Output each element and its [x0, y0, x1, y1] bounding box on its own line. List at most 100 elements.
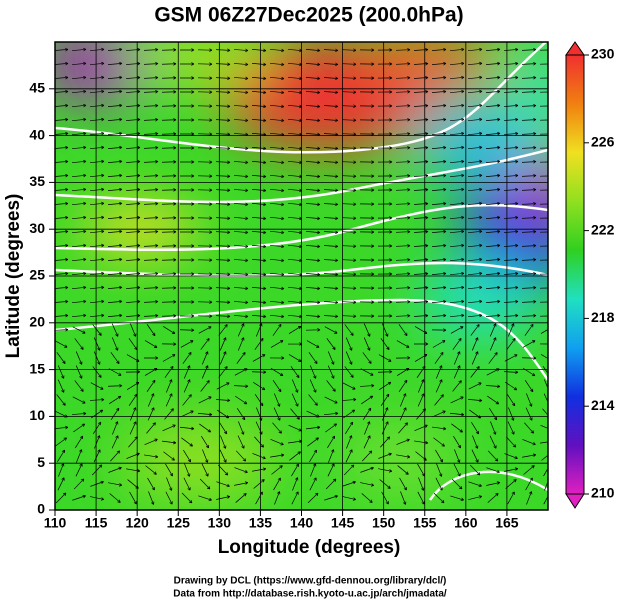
- y-tick-label: 0: [37, 501, 45, 517]
- wind-arrow: [233, 174, 249, 179]
- wind-arrow: [431, 215, 447, 220]
- wind-arrow: [436, 463, 443, 477]
- wind-arrow: [110, 450, 121, 462]
- wind-arrow: [233, 230, 249, 235]
- wind-arrow: [125, 243, 141, 248]
- wind-arrow: [251, 202, 267, 207]
- wind-arrow: [508, 407, 515, 421]
- wind-arrow: [468, 173, 483, 178]
- wind-arrow: [55, 215, 69, 220]
- wind-arrow: [377, 90, 393, 94]
- y-tick-label: 40: [29, 126, 45, 142]
- wind-arrow: [341, 118, 357, 122]
- colorbar-tick-label: 222: [591, 221, 615, 237]
- wind-arrow: [377, 300, 393, 304]
- wind-arrow: [395, 62, 411, 66]
- wind-arrow: [377, 216, 393, 220]
- wind-arrow: [55, 243, 69, 248]
- wind-arrow: [89, 103, 105, 108]
- wind-arrow: [146, 379, 156, 392]
- wind-arrow: [233, 272, 249, 277]
- wind-arrow: [395, 286, 411, 290]
- wind-arrow: [143, 117, 159, 122]
- wind-arrow: [485, 201, 501, 206]
- wind-arrow: [540, 441, 548, 444]
- wind-arrow: [179, 174, 195, 178]
- wind-arrow: [217, 464, 229, 476]
- wind-arrow: [377, 146, 393, 150]
- wind-arrow: [359, 300, 375, 304]
- wind-arrow: [413, 271, 429, 276]
- wind-arrow: [454, 449, 461, 463]
- wind-arrow: [55, 271, 69, 276]
- wind-arrow: [504, 467, 519, 472]
- wind-arrow: [143, 201, 159, 206]
- wind-arrow: [521, 187, 537, 192]
- title: GSM 06Z27Dec2025 (200.0hPa): [154, 4, 463, 27]
- wind-arrow: [380, 338, 390, 350]
- wind-arrow: [161, 146, 177, 150]
- wind-arrow: [468, 243, 483, 248]
- wind-arrow: [449, 271, 465, 276]
- wind-arrow: [359, 188, 375, 192]
- wind-arrow: [91, 464, 103, 476]
- wind-arrow: [323, 258, 339, 263]
- wind-arrow: [503, 243, 519, 248]
- wind-arrow: [199, 478, 211, 490]
- wind-arrow: [323, 411, 339, 416]
- wind-arrow: [540, 354, 548, 360]
- wind-arrow: [434, 351, 444, 364]
- y-tick-label: 10: [29, 407, 45, 423]
- x-tick-label: 165: [495, 515, 519, 531]
- wind-arrow: [130, 407, 137, 421]
- wind-arrow: [55, 299, 69, 304]
- wind-arrow: [449, 285, 465, 290]
- y-tick-label: 20: [29, 314, 45, 330]
- wind-arrow: [90, 480, 104, 487]
- wind-arrow: [236, 450, 247, 462]
- wind-arrow: [305, 202, 321, 207]
- wind-arrow: [220, 435, 227, 449]
- wind-arrow: [468, 75, 483, 80]
- wind-arrow: [89, 47, 105, 52]
- wind-arrow: [215, 188, 231, 192]
- wind-arrow: [143, 145, 159, 150]
- wind-arrow: [359, 216, 375, 220]
- credit-line: Data from http://database.rish.kyoto-u.a…: [173, 589, 447, 600]
- wind-arrow: [161, 272, 177, 276]
- wind-arrow: [305, 188, 321, 193]
- wind-arrow: [523, 465, 535, 475]
- wind-arrow: [125, 215, 141, 220]
- wind-arrow: [201, 463, 209, 477]
- wind-arrow: [89, 397, 105, 402]
- wind-arrow: [270, 300, 285, 305]
- wind-arrow: [341, 174, 357, 178]
- wind-arrow: [485, 103, 501, 108]
- wind-arrow: [215, 76, 231, 80]
- wind-arrow: [449, 89, 465, 94]
- wind-arrow: [539, 133, 548, 135]
- wind-arrow: [291, 393, 299, 407]
- wind-arrow: [308, 352, 318, 364]
- wind-arrow: [55, 75, 69, 80]
- wind-arrow: [184, 463, 191, 477]
- wind-arrow: [359, 174, 375, 178]
- wind-arrow: [305, 62, 321, 67]
- wind-arrow: [400, 491, 407, 505]
- wind-arrow: [164, 365, 174, 378]
- wind-arrow: [328, 449, 335, 463]
- wind-arrow: [215, 202, 231, 206]
- wind-arrow: [485, 117, 501, 122]
- wind-arrow: [485, 89, 501, 94]
- wind-arrow: [125, 75, 141, 80]
- wind-arrow: [89, 61, 105, 66]
- wind-arrow: [539, 203, 548, 205]
- wind-arrow: [75, 463, 83, 477]
- wind-arrow: [345, 449, 353, 463]
- wind-arrow: [251, 258, 267, 263]
- wind-arrow: [539, 301, 548, 303]
- wind-arrow: [197, 286, 213, 290]
- wind-arrow: [377, 118, 393, 122]
- colorbar-tick-label: 230: [591, 46, 615, 62]
- y-tick-label: 30: [29, 220, 45, 236]
